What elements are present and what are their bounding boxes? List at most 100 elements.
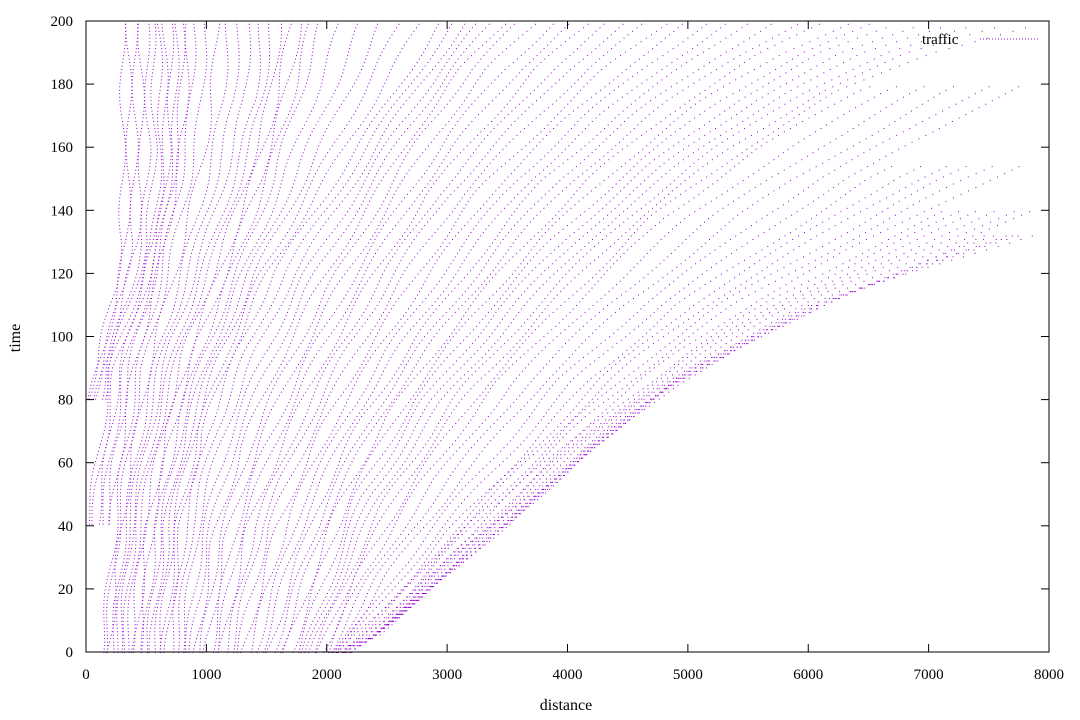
trajectory-point	[204, 232, 206, 234]
trajectory-point	[311, 110, 312, 112]
trajectory-point	[109, 471, 111, 473]
trajectory-point	[110, 454, 112, 456]
trajectory-point	[137, 155, 139, 157]
trajectory-point	[205, 44, 207, 46]
trajectory-point	[256, 277, 258, 279]
trajectory-point	[112, 422, 114, 424]
trajectory-point	[184, 391, 186, 393]
trajectory-point	[158, 100, 160, 102]
trajectory-point	[136, 332, 137, 334]
trajectory-point	[171, 610, 173, 612]
trajectory-point	[178, 155, 179, 157]
trajectory-point	[197, 429, 199, 431]
trajectory-point	[131, 648, 133, 650]
trajectory-point	[158, 294, 160, 296]
trajectory-point	[200, 374, 202, 376]
trajectory-point	[129, 218, 131, 220]
trajectory-point	[225, 305, 227, 306]
trajectory-point	[133, 558, 135, 560]
trajectory-point	[200, 249, 201, 251]
trajectory-point	[115, 436, 117, 438]
trajectory-point	[161, 471, 163, 473]
trajectory-point	[134, 315, 136, 317]
trajectory-point	[128, 55, 130, 57]
trajectory-point	[324, 65, 326, 67]
trajectory-point	[122, 176, 124, 178]
trajectory-point	[237, 277, 239, 279]
trajectory-point	[134, 634, 136, 636]
trajectory-point	[207, 183, 209, 185]
trajectory-point	[113, 641, 115, 643]
trajectory-point	[189, 443, 190, 445]
trajectory-point	[287, 124, 289, 126]
trajectory-point	[106, 613, 108, 615]
trajectory-point	[88, 391, 90, 393]
trajectory-point	[151, 75, 153, 77]
trajectory-point	[178, 509, 179, 511]
trajectory-point	[95, 388, 97, 390]
trajectory-point	[270, 82, 272, 84]
trajectory-point	[256, 211, 258, 213]
trajectory-point	[171, 152, 173, 154]
trajectory-point	[318, 93, 320, 95]
trajectory-point	[295, 200, 297, 202]
trajectory-point	[314, 155, 316, 157]
trajectory-point	[226, 121, 228, 122]
trajectory-point	[244, 301, 246, 303]
trajectory-point	[277, 159, 279, 161]
trajectory-point	[125, 155, 127, 157]
trajectory-point	[266, 138, 268, 140]
trajectory-point	[309, 169, 311, 171]
trajectory-point	[195, 270, 197, 272]
trajectory-point	[156, 350, 158, 352]
trajectory-point	[217, 263, 219, 265]
trajectory-point	[279, 148, 281, 150]
trajectory-point	[293, 145, 295, 147]
trajectory-point	[128, 641, 130, 643]
trajectory-point	[171, 117, 173, 119]
trajectory-point	[140, 200, 142, 202]
trajectory-point	[184, 155, 186, 157]
trajectory-point	[123, 55, 125, 57]
trajectory-point	[267, 93, 269, 95]
trajectory-point	[149, 631, 151, 633]
trajectory-point	[271, 152, 273, 154]
trajectory-point	[145, 228, 147, 230]
trajectory-point	[204, 395, 206, 397]
trajectory-point	[187, 374, 189, 376]
trajectory-point	[192, 350, 194, 352]
trajectory-point	[200, 443, 202, 445]
trajectory-point	[124, 513, 126, 515]
trajectory-point	[367, 86, 369, 88]
trajectory-point	[169, 617, 171, 619]
trajectory-point	[162, 544, 164, 546]
trajectory-point	[193, 478, 195, 480]
trajectory-point	[177, 554, 179, 556]
trajectory-point	[226, 301, 228, 303]
trajectory-point	[103, 603, 105, 605]
trajectory-point	[189, 294, 191, 296]
trajectory-point	[249, 308, 251, 310]
trajectory-point	[191, 86, 193, 88]
trajectory-point	[184, 249, 186, 251]
trajectory-point	[183, 426, 185, 428]
trajectory-point	[166, 204, 168, 206]
trajectory-point	[371, 107, 373, 109]
trajectory-point	[179, 481, 181, 483]
trajectory-point	[147, 617, 149, 619]
trajectory-point	[115, 336, 116, 338]
trajectory-point	[300, 159, 302, 161]
trajectory-point	[160, 384, 162, 386]
trajectory-point	[301, 23, 303, 25]
trajectory-point	[325, 107, 327, 109]
trajectory-point	[107, 339, 108, 341]
trajectory-point	[150, 100, 152, 102]
trajectory-point	[144, 266, 146, 268]
trajectory-point	[226, 204, 228, 206]
trajectory-point	[111, 495, 113, 497]
trajectory-point	[248, 117, 249, 119]
trajectory-point	[147, 124, 149, 126]
trajectory-point	[148, 426, 150, 428]
trajectory-point	[100, 464, 102, 466]
trajectory-point	[136, 44, 138, 46]
